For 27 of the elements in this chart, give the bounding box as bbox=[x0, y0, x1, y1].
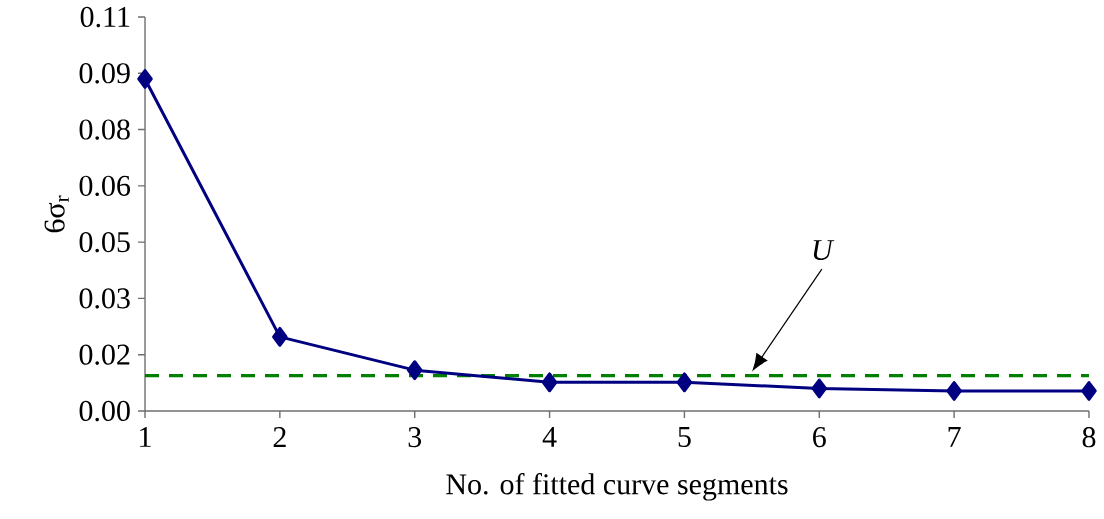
x-tick-label: 4 bbox=[542, 427, 557, 447]
y-tick-label: 0.09 bbox=[79, 63, 130, 84]
annotation: U bbox=[813, 240, 835, 261]
point bbox=[272, 326, 288, 347]
y-tick-label: 0.00 bbox=[79, 400, 130, 422]
point bbox=[946, 381, 962, 401]
point bbox=[137, 69, 153, 89]
y-tick-label: 0.03 bbox=[79, 288, 130, 309]
x-tick-label: 8 bbox=[1082, 427, 1096, 448]
y-tick-label: 0.11 bbox=[80, 6, 130, 28]
x-tick-label: 6 bbox=[813, 427, 826, 448]
point bbox=[676, 372, 693, 393]
y-tick-label: 0.05 bbox=[79, 231, 130, 253]
x-tick-label: 3 bbox=[408, 427, 422, 448]
y-tick-label: 0.06 bbox=[79, 175, 131, 197]
x-tick-label: 7 bbox=[948, 427, 961, 447]
point bbox=[811, 378, 828, 399]
y-axis-title: 6σ$_{r}$ bbox=[44, 195, 69, 233]
point bbox=[541, 372, 558, 393]
x-tick-label: 1 bbox=[140, 427, 151, 447]
y-tick-label: 0.08 bbox=[79, 119, 130, 140]
x-axis-title: No. of fitted curve segments bbox=[446, 473, 788, 501]
x-tick-label: 2 bbox=[273, 427, 286, 447]
point bbox=[1081, 381, 1097, 401]
point bbox=[406, 360, 423, 381]
x-tick-label: 5 bbox=[678, 427, 691, 447]
y-tick-label: 0.02 bbox=[79, 344, 130, 365]
